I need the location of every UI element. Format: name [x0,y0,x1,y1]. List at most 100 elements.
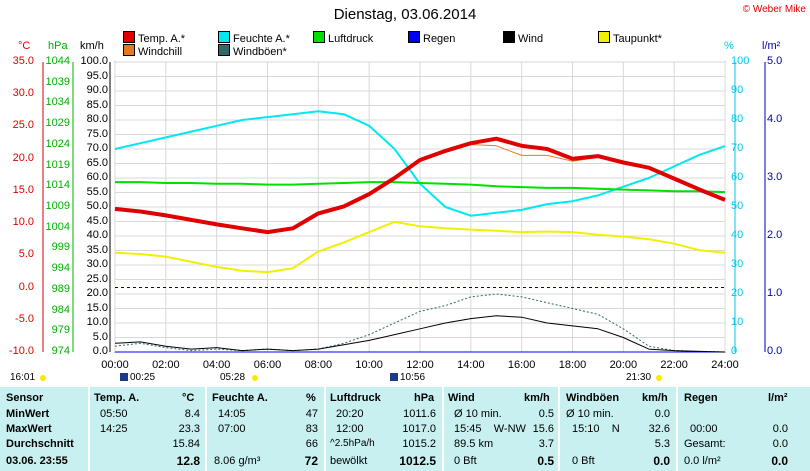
gust-current-value: 0.0 [653,454,670,468]
tick-label-hpa: 1034 [45,96,70,109]
tick-label-hpa: 1004 [45,220,70,233]
tick-label-kmh: 20.0 [86,287,108,299]
moon-icon [40,375,46,381]
tick-label-kmh: 25.0 [86,272,108,285]
tick-label-percent: 60 [731,171,744,183]
rain-rate: 0.0 l/m² [684,455,721,467]
tick-label-kmh: 85.0 [86,98,108,111]
tick-label-celsius: 10.0 [12,216,34,229]
rain-max-time: 00:00 [690,423,718,435]
tick-label-kmh: 70.0 [86,142,108,154]
legend-label: Windböen* [233,46,287,58]
tick-label-celsius: 25.0 [12,119,34,132]
tick-label-hpa: 1019 [45,158,70,171]
sensor-header: Sensor [6,392,44,404]
legend-item: Luftdruck [313,31,373,45]
pressure-unit: hPa [414,392,435,404]
wind-avg-value: 3.7 [538,438,554,450]
copyright-text: © Weber Mike [742,4,806,15]
tick-label-hpa: 994 [51,262,70,275]
tick-label-percent: 80 [731,113,744,125]
wind-avg10-label: Ø 10 min. [454,408,502,420]
sunset-icon [656,375,662,381]
series-temperature [114,136,726,235]
tick-label-rain: 2.0 [767,229,783,241]
tick-label-x: 22:00 [660,359,688,371]
legend-item: Windböen* [218,44,287,58]
tick-label-kmh: 50.0 [86,200,108,212]
tick-label-rain: 4.0 [767,113,783,125]
tick-label-kmh: 95.0 [86,69,108,82]
legend-item: Temp. A.* [123,31,185,45]
tick-label-kmh: 5.0 [92,330,108,343]
tick-label-celsius: 5.0 [18,248,34,261]
row-label-max: MaxWert [6,423,52,435]
legend-item: Windchill [123,44,182,58]
legend-swatch [313,31,325,43]
column-divider [558,387,560,471]
tick-label-x: 02:00 [152,359,180,371]
row-label-min: MinWert [6,408,50,420]
tick-label-hpa: 989 [51,282,70,295]
tick-label-kmh: 90.0 [86,84,108,96]
unit-hpa: hPa [48,40,68,52]
column-divider [205,387,207,471]
tick-label-x: 18:00 [558,359,587,371]
moonset-time: 16:01 [10,372,36,383]
weather-forecast: bewölkt [330,455,368,467]
tick-label-kmh: 65.0 [86,156,108,169]
tick-label-kmh: 15.0 [86,301,108,314]
wind-beaufort: 0 Bft [454,455,477,467]
tick-label-x: 10:00 [355,359,383,371]
moonrise-icon [390,373,398,381]
tick-label-kmh: 55.0 [86,185,108,198]
humidity-current-value: 72 [304,454,318,468]
gust-unit: km/h [642,392,668,404]
legend-item: Taupunkt* [598,31,662,45]
column-divider [324,387,326,471]
column-divider [442,387,444,471]
tick-label-hpa: 1039 [45,75,70,88]
humidity-min-time: 14:05 [218,408,246,420]
tick-label-x: 06:00 [253,359,282,371]
tick-label-percent: 50 [731,200,744,212]
legend-label: Luftdruck [328,33,374,45]
tick-label-hpa: 979 [51,324,70,337]
humidity-absolute: 8.06 g/m³ [214,455,261,467]
tick-label-hpa: 1014 [45,179,70,192]
column-divider [88,387,90,471]
legend-label: Windchill [138,46,183,58]
sunrise-icon-time: 00:25 [130,372,156,383]
gust-max-value: 32.6 [648,423,670,435]
tick-label-percent: 70 [731,142,744,154]
tick-label-hpa: 1044 [45,55,70,67]
tick-label-percent: 30 [731,258,744,270]
chart-title: Dienstag, 03.06.2014 [333,6,477,23]
tick-label-kmh: 35.0 [86,243,108,256]
tick-label-percent: 90 [731,84,744,96]
unit-celsius: °C [18,40,31,52]
humidity-max-time: 07:00 [218,423,246,435]
tick-label-hpa: 1009 [45,200,70,212]
sunset-time: 21:30 [626,372,652,383]
wind-header: Wind [448,392,475,404]
tick-label-kmh: 75.0 [86,127,108,140]
pressure-max-value: 1017.0 [402,423,436,435]
tick-label-hpa: 1029 [45,117,70,130]
series-dewpoint [114,220,726,274]
tick-label-kmh: 10.0 [86,316,108,328]
wind-unit: km/h [524,392,550,404]
tick-label-celsius: 35.0 [12,55,34,67]
tick-label-x: 20:00 [609,359,638,371]
tick-label-percent: 100 [731,55,750,67]
legend-label: Temp. A.* [138,33,186,45]
legend-label: Wind [518,33,544,45]
legend-item: Feuchte A.* [218,31,290,45]
sun-icon [252,375,258,381]
tick-label-percent: 40 [731,229,744,241]
tick-label-kmh: 30.0 [86,258,108,270]
tick-label-rain: 1.0 [767,287,783,299]
humidity-avg-value: 66 [305,438,318,450]
legend-label: Feuchte A.* [233,33,290,45]
rain-max-value: 0.0 [772,423,788,435]
